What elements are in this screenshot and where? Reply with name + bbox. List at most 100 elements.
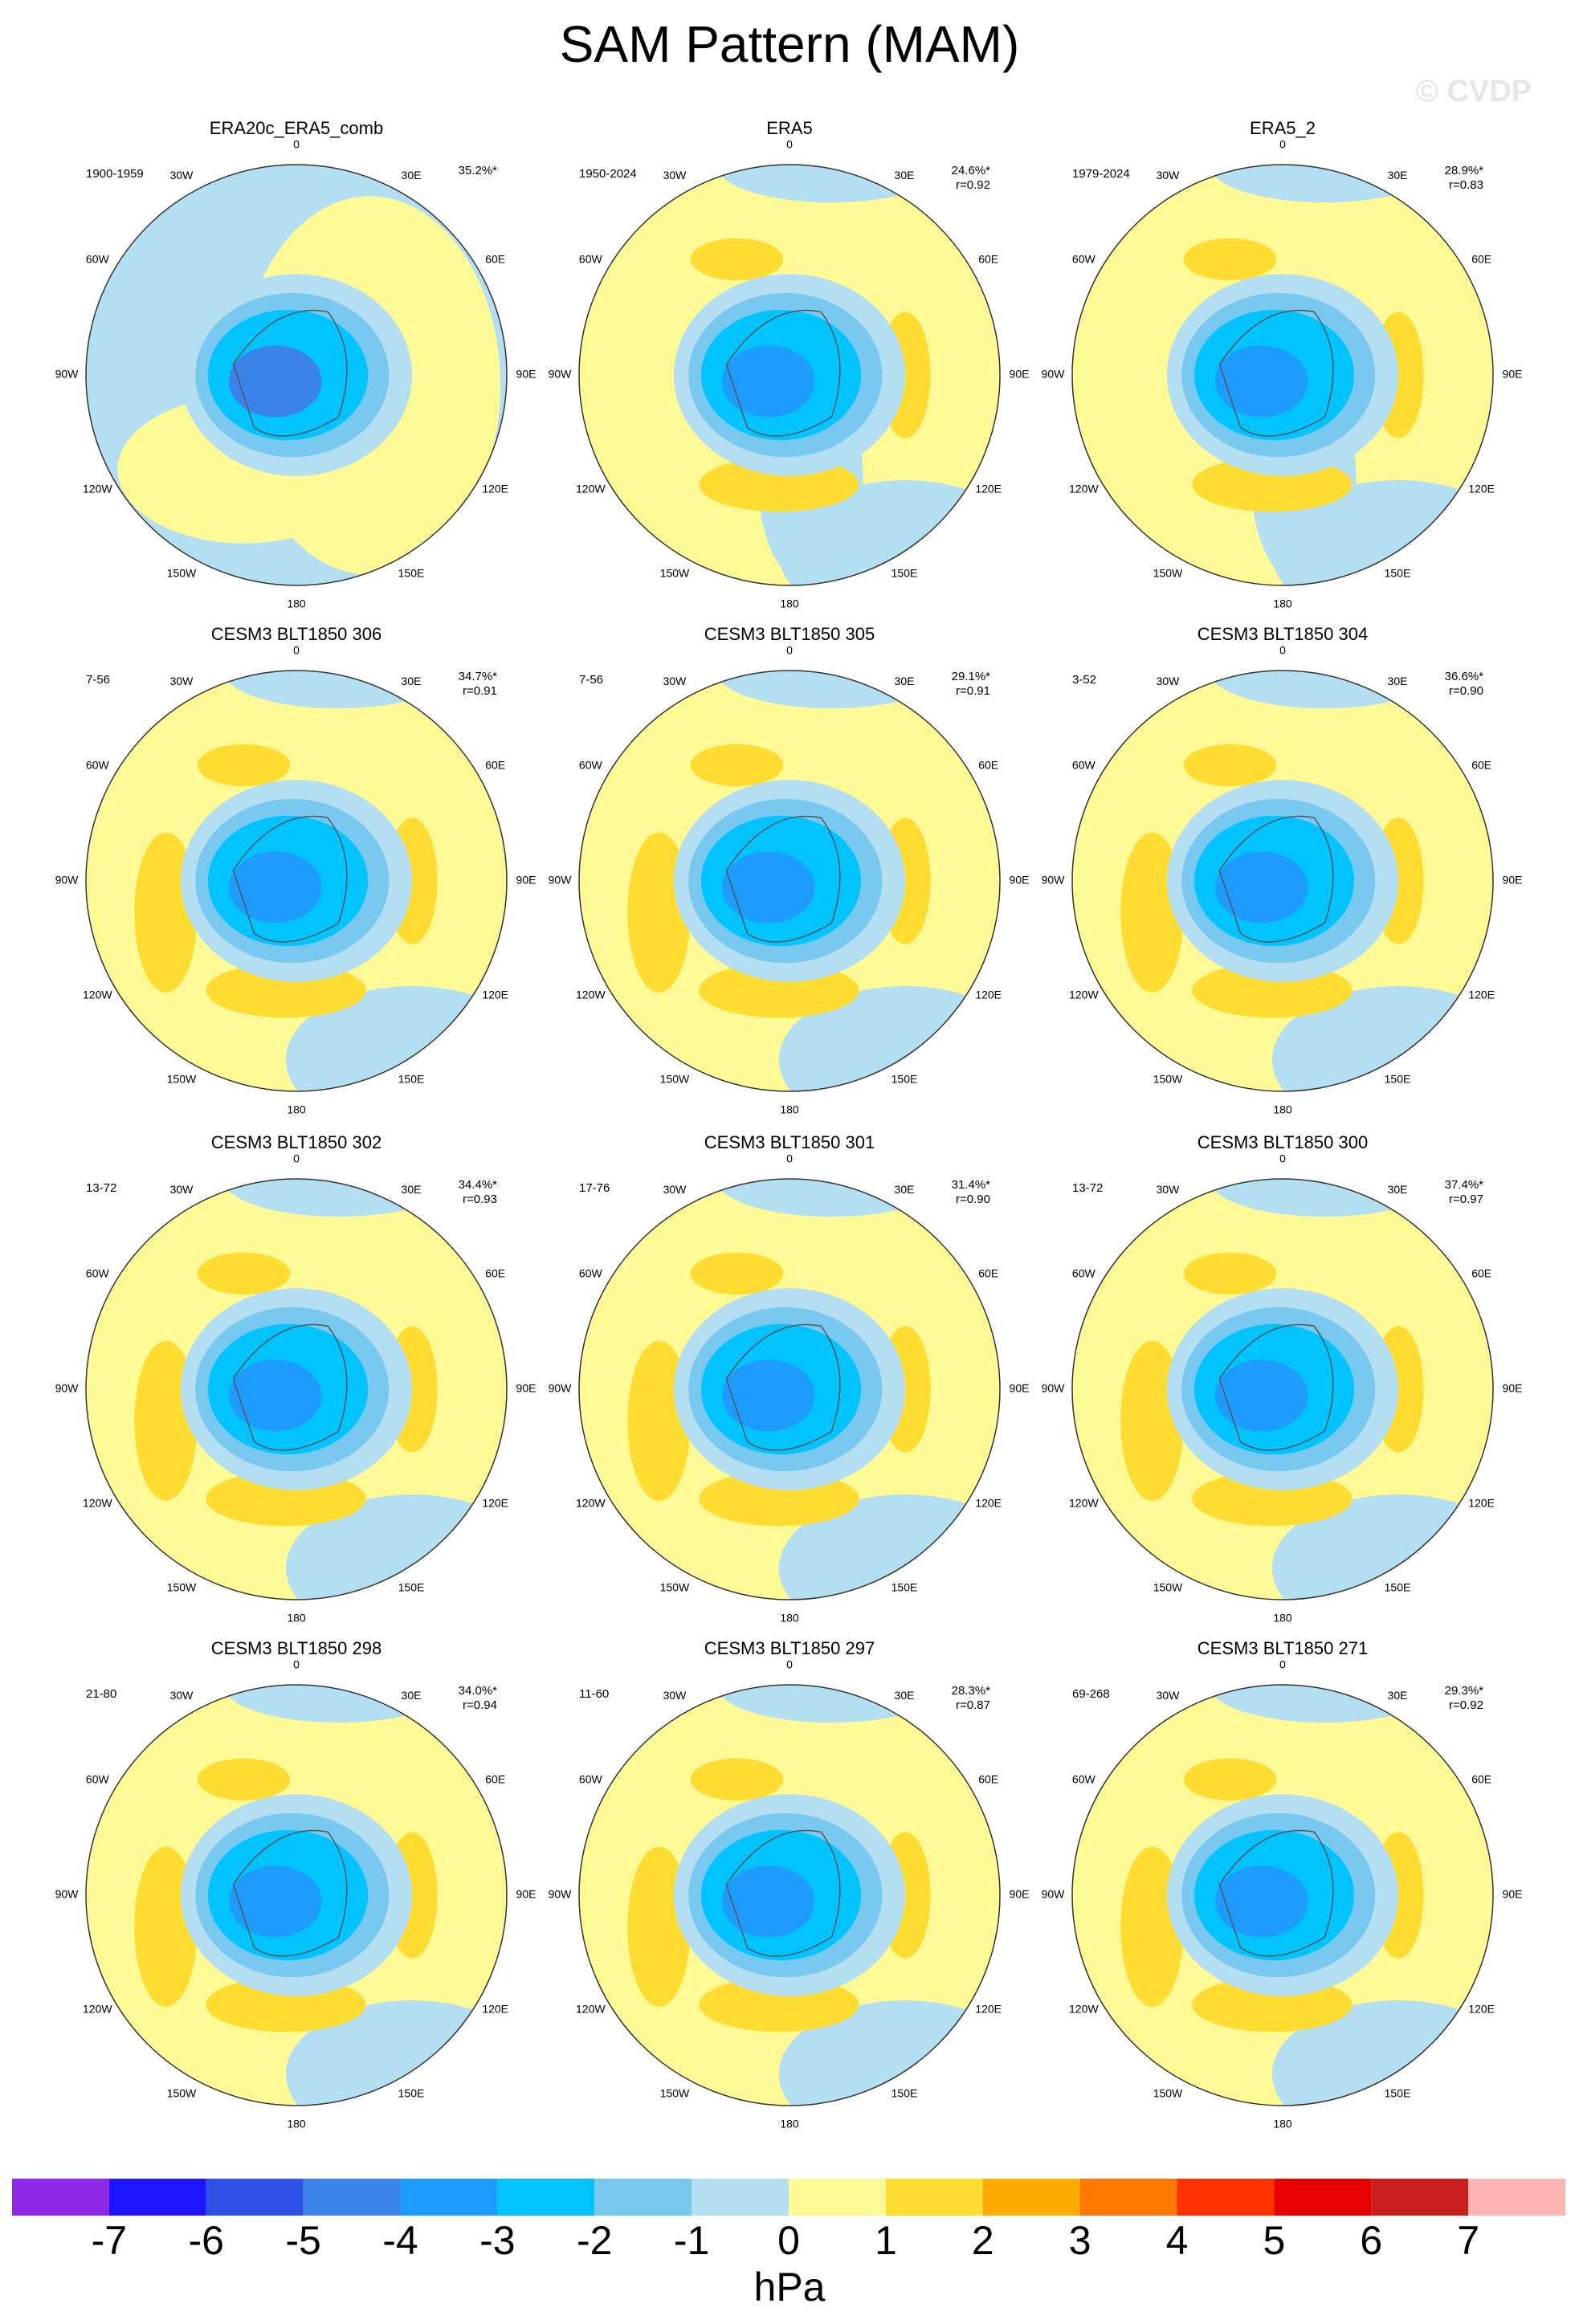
polar-map — [86, 165, 507, 585]
longitude-label: 30E — [1388, 169, 1408, 181]
colorbar-tick-label: -1 — [674, 2218, 709, 2263]
panel-title: CESM3 BLT1850 302 — [211, 1132, 381, 1152]
longitude-label: 30E — [402, 1689, 422, 1702]
panel-title: ERA20c_ERA5_comb — [210, 118, 383, 138]
longitude-label: 120W — [1069, 483, 1099, 495]
antarctica-outline — [725, 309, 841, 437]
polar-map — [1072, 165, 1493, 585]
longitude-label: 90E — [516, 1382, 537, 1395]
colorbar-tick-label: 1 — [875, 2218, 897, 2263]
longitude-label: 150E — [398, 1580, 425, 1593]
colorbar-tick-label: 4 — [1166, 2218, 1189, 2263]
longitude-label: 150E — [398, 566, 425, 579]
longitude-label: 0 — [786, 644, 793, 657]
negative-contour — [229, 1865, 322, 1938]
negative-region — [716, 1179, 948, 1217]
longitude-label: 90W — [1042, 874, 1066, 887]
negative-region — [1209, 1179, 1441, 1217]
colorbar-box — [692, 2179, 789, 2216]
longitude-label: 150E — [1385, 2086, 1411, 2099]
longitude-label: 150E — [892, 1072, 918, 1085]
panel-title: CESM3 BLT1850 298 — [211, 1638, 381, 1658]
longitude-label: 30E — [402, 169, 422, 181]
antarctica-outline — [1218, 309, 1334, 437]
longitude-label: 120W — [576, 2003, 606, 2016]
longitude-label: 60E — [485, 253, 505, 266]
colorbar-box — [108, 2179, 206, 2216]
polar-map — [579, 1685, 1000, 2106]
longitude-label: 120E — [1468, 483, 1495, 495]
negative-region — [716, 165, 948, 203]
colorbar-tick-label: -7 — [92, 2218, 127, 2263]
colorbar-tick-label: -6 — [189, 2218, 224, 2263]
positive-region — [197, 1252, 291, 1295]
positive-region — [197, 744, 291, 787]
correlation-label: r=0.92 — [956, 178, 990, 192]
longitude-label: 150E — [1385, 1072, 1411, 1085]
colorbar-box — [1079, 2179, 1177, 2216]
panel-title: CESM3 BLT1850 304 — [1198, 624, 1368, 644]
longitude-label: 30W — [170, 169, 194, 181]
longitude-label: 30W — [170, 675, 194, 687]
longitude-label: 30E — [1388, 1183, 1408, 1196]
negative-region — [716, 1685, 948, 1723]
longitude-label: 0 — [293, 138, 300, 151]
longitude-label: 60E — [1471, 1267, 1491, 1280]
longitude-label: 90W — [549, 874, 573, 887]
map-border — [1071, 1684, 1494, 2106]
longitude-label: 60W — [86, 1773, 110, 1786]
correlation-label: r=0.92 — [1449, 1698, 1483, 1712]
panel-title: CESM3 BLT1850 301 — [704, 1132, 875, 1152]
longitude-label: 30W — [663, 675, 687, 687]
longitude-label: 120W — [1069, 989, 1099, 1001]
longitude-label: 180 — [287, 1612, 306, 1625]
negative-contour — [1215, 1865, 1308, 1938]
longitude-label: 60E — [978, 759, 998, 772]
longitude-label: 90W — [55, 1888, 80, 1901]
antarctica-outline — [232, 309, 348, 437]
longitude-label: 90E — [1010, 368, 1030, 381]
negative-contour — [722, 1865, 815, 1938]
longitude-label: 150W — [167, 566, 197, 579]
colorbar-box — [1274, 2179, 1372, 2216]
longitude-label: 150E — [1385, 566, 1411, 579]
longitude-label: 180 — [287, 2118, 306, 2130]
longitude-label: 30E — [895, 675, 915, 687]
longitude-label: 60E — [1471, 759, 1491, 772]
colorbar-label: hPa — [754, 2265, 826, 2310]
negative-region — [222, 671, 455, 709]
longitude-label: 150W — [1153, 566, 1183, 579]
longitude-label: 60W — [1072, 253, 1096, 266]
longitude-label: 60E — [485, 1773, 505, 1786]
map-border — [1071, 670, 1494, 1092]
longitude-label: 60E — [978, 253, 998, 266]
longitude-label: 90W — [55, 1382, 80, 1395]
longitude-label: 120E — [1468, 1497, 1495, 1510]
polar-map — [86, 1179, 507, 1600]
longitude-label: 120E — [1468, 989, 1495, 1001]
polar-map — [86, 1685, 507, 2106]
longitude-label: 180 — [287, 1103, 306, 1116]
negative-region — [1209, 165, 1441, 203]
longitude-label: 30W — [1157, 1689, 1181, 1702]
longitude-label: 90W — [549, 1382, 573, 1395]
map-border — [578, 164, 1001, 586]
positive-region — [690, 744, 784, 787]
longitude-label: 150E — [892, 1580, 918, 1593]
period-label: 17-76 — [579, 1181, 610, 1195]
negative-contour — [722, 1360, 815, 1432]
period-label: 21-80 — [86, 1687, 116, 1701]
longitude-label: 150W — [1153, 2086, 1183, 2099]
period-label: 7-56 — [579, 673, 603, 687]
longitude-label: 150W — [660, 2086, 690, 2099]
longitude-label: 90W — [1042, 1382, 1066, 1395]
longitude-label: 120W — [83, 2003, 112, 2016]
polar-map — [1072, 671, 1493, 1091]
correlation-label: r=0.97 — [1449, 1193, 1483, 1206]
polar-map — [579, 671, 1000, 1091]
longitude-label: 90W — [55, 368, 80, 381]
correlation-label: r=0.91 — [463, 684, 497, 698]
longitude-label: 60E — [485, 759, 505, 772]
period-label: 7-56 — [86, 673, 110, 687]
negative-contour — [229, 851, 322, 923]
